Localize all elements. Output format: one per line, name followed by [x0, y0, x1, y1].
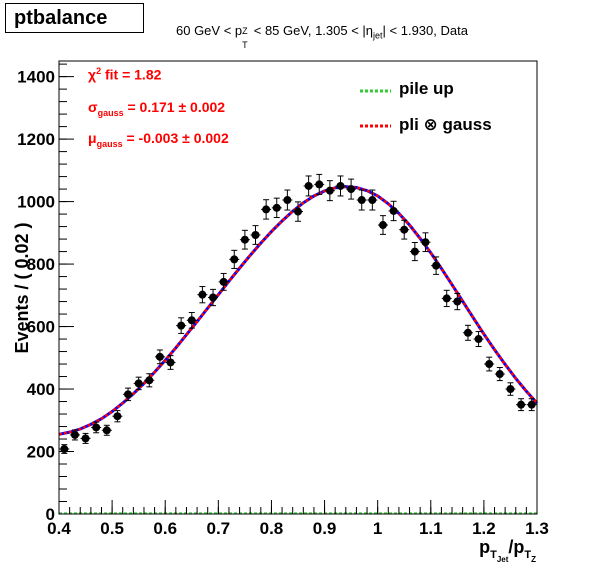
data-point	[165, 355, 176, 370]
y-tick-label: 1000	[17, 193, 55, 212]
sigma-annotation: σgauss = 0.171 ± 0.002	[88, 99, 226, 118]
data-point	[218, 272, 229, 291]
fit-curves	[58, 185, 539, 515]
y-tick-label: 800	[27, 255, 55, 274]
data-point	[69, 429, 80, 441]
data-point	[91, 421, 102, 434]
data-point	[282, 189, 293, 211]
data-point	[154, 349, 165, 365]
data-point	[388, 200, 399, 222]
legend-label-pli-gauss: pli ⊗ gauss	[399, 115, 492, 134]
y-tick-label: 200	[27, 443, 55, 462]
data-point	[441, 289, 452, 308]
x-tick-label: 0.6	[153, 519, 177, 538]
y-tick-label: 1400	[17, 68, 55, 87]
data-point	[473, 331, 484, 348]
data-point	[420, 232, 431, 253]
data-point	[112, 410, 123, 423]
y-tick-label: 600	[27, 318, 55, 337]
data-point	[208, 288, 219, 307]
y-axis: 0 200 400 600 800 1000 1200 1400	[17, 63, 74, 524]
data-point	[324, 180, 335, 202]
data-point	[356, 189, 367, 211]
data-point	[144, 373, 155, 388]
y-tick-label: 400	[27, 380, 55, 399]
x-tick-label: 0.8	[260, 519, 284, 538]
data-point	[462, 324, 473, 341]
x-axis: 0.4 0.5 0.6 0.7 0.8 0.9 1 1.1 1.2 1.3	[47, 500, 549, 538]
data-point	[431, 256, 442, 275]
canvas-title-box: ptbalance	[5, 3, 144, 33]
x-tick-label: 0.9	[313, 519, 337, 538]
data-point	[409, 242, 420, 262]
data-points	[59, 173, 537, 454]
data-point	[271, 197, 282, 219]
data-point	[59, 444, 70, 454]
x-tick-label: 1.2	[472, 519, 496, 538]
data-point	[133, 376, 144, 391]
y-tick-label: 0	[46, 505, 55, 524]
x-tick-label: 1.3	[525, 519, 549, 538]
data-point	[526, 398, 537, 412]
data-point	[452, 292, 463, 311]
data-point	[303, 175, 314, 197]
x-axis-label: pTJet/pTZ	[479, 537, 536, 564]
x-tick-label: 1	[373, 519, 382, 538]
data-point	[314, 173, 325, 195]
legend-label-pileup: pile up	[399, 79, 454, 98]
canvas-title: ptbalance	[14, 7, 108, 29]
data-point	[293, 201, 303, 222]
x-tick-label: 1.1	[419, 519, 443, 538]
x-tick-label: 0.4	[47, 519, 71, 538]
data-point	[176, 317, 187, 334]
data-point	[101, 424, 112, 436]
data-point	[367, 189, 378, 211]
data-point	[335, 175, 346, 197]
data-point	[377, 215, 388, 235]
data-point	[261, 199, 272, 220]
data-point	[229, 249, 240, 269]
data-point	[239, 229, 250, 250]
data-point	[123, 387, 134, 402]
data-point	[505, 382, 516, 396]
data-point	[197, 286, 208, 304]
data-point	[484, 356, 495, 372]
data-point	[186, 311, 197, 329]
data-point	[346, 178, 357, 200]
data-point	[250, 225, 261, 245]
x-tick-label: 0.5	[100, 519, 124, 538]
data-point	[494, 366, 505, 382]
x-tick-label: 0.7	[207, 519, 231, 538]
y-axis-label: Events / ( 0.02 )	[12, 222, 32, 353]
plot-frame	[58, 60, 538, 515]
mu-annotation: μgauss = -0.003 ± 0.002	[88, 130, 229, 149]
data-point	[516, 398, 527, 412]
y-tick-label: 1200	[17, 130, 55, 149]
data-point	[80, 432, 91, 444]
chi2-annotation: χ2 fit = 1.82	[88, 66, 162, 83]
data-point	[399, 219, 410, 240]
